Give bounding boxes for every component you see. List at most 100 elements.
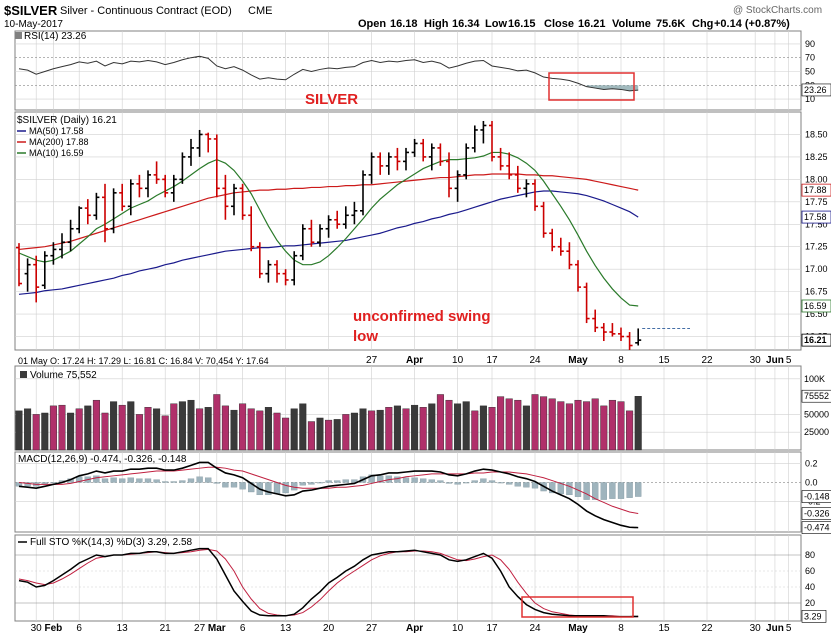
axis-layer: 907050301023.2618.5018.2518.0017.7517.50… <box>31 39 831 634</box>
volume-bar <box>454 403 462 451</box>
price-info-line: 01 May O: 17.24 H: 17.29 L: 16.81 C: 16.… <box>18 356 269 366</box>
macd-histogram-bar <box>617 482 625 499</box>
volume-bar <box>479 405 487 451</box>
macd-histogram-bar <box>325 480 332 483</box>
x-top-label: 10 <box>452 355 464 366</box>
volume-bar <box>144 407 152 451</box>
macd-histogram-bar <box>428 479 435 483</box>
macd-histogram-bar <box>531 482 539 489</box>
volume-bar <box>385 407 393 451</box>
ohlc-bar <box>360 170 366 216</box>
macd-histogram-bar <box>222 482 229 488</box>
ohlc-bar <box>24 258 31 292</box>
volume-bar <box>161 415 169 451</box>
x-top-label: 17 <box>486 355 498 366</box>
macd-histogram-bar <box>153 479 160 483</box>
rsi-title: RSI(14) 23.26 <box>15 31 87 42</box>
volume-bar <box>127 401 135 451</box>
price-tick-label: 17.25 <box>805 242 828 252</box>
volume-bar <box>557 401 565 451</box>
ohlc-bar <box>635 328 642 346</box>
ohlc-bar <box>342 206 349 229</box>
macd-histogram-bar <box>196 476 203 483</box>
macd-histogram-bar <box>162 481 169 483</box>
volume-bar <box>307 421 315 451</box>
macd-right-label: -0.148 <box>804 492 830 502</box>
rsi-tick-label: 90 <box>805 39 815 49</box>
macd-histogram-bar <box>76 476 83 483</box>
macd-signal-line <box>18 466 639 515</box>
ohlc-bar <box>76 206 83 234</box>
price-tick-label: 16.75 <box>805 287 828 297</box>
x-bottom-label: 13 <box>117 623 129 634</box>
x-bottom-label: 6 <box>76 623 82 634</box>
ohlc-bar <box>592 309 599 333</box>
x-bottom-label: 27 <box>366 623 378 634</box>
x-bottom-label: 6 <box>240 623 246 634</box>
watermark: @ StockCharts.com <box>733 5 822 16</box>
rsi-layer <box>18 55 639 92</box>
ohlc-bar <box>222 174 229 220</box>
macd-histogram-bar <box>488 480 496 483</box>
price-title-text: $SILVER (Daily) 16.21 <box>17 115 117 126</box>
volume-layer <box>15 394 642 451</box>
volume-bar <box>316 417 324 451</box>
volume-bar <box>135 414 143 451</box>
volume-bar <box>462 401 470 451</box>
x-bottom-label: Jun <box>766 623 784 634</box>
macd-histogram-bar <box>308 482 315 485</box>
volume-bar <box>574 399 582 451</box>
ohlc-bar <box>325 215 332 238</box>
ohlc-bar <box>566 242 573 270</box>
macd-histogram-bar <box>471 480 478 483</box>
price-tick-label: 18.50 <box>805 129 828 139</box>
volume-bar <box>170 403 178 451</box>
volume-bar <box>505 398 513 451</box>
x-bottom-label: 5 <box>786 623 792 634</box>
volume-bar <box>350 412 358 451</box>
rsi-line <box>18 55 639 92</box>
ohlc-bar <box>523 179 530 198</box>
annotation-silver: SILVER <box>305 91 358 108</box>
ohlc-bar <box>170 174 177 202</box>
ohlc-bar <box>532 179 538 211</box>
header-symbol: $SILVER <box>4 3 58 18</box>
macd-histogram-bar <box>119 478 126 483</box>
panel-frame-rsi <box>14 30 802 111</box>
ma50-right-badge <box>801 210 831 224</box>
ohlc-bar <box>308 219 315 247</box>
ohlc-bar <box>179 152 186 184</box>
macd-histogram-bar <box>394 476 401 483</box>
ma10-right-label: 16.59 <box>804 301 827 311</box>
panel-frames <box>14 30 802 622</box>
macd-histogram-bar <box>506 482 513 485</box>
ma200-line <box>18 173 639 251</box>
ohlc-low-value: 16.15 <box>508 18 536 30</box>
volume-bar <box>247 408 255 451</box>
x-bottom-label: Apr <box>406 623 423 634</box>
macd-histogram-bar <box>316 482 324 484</box>
macd-histogram-bar <box>170 481 177 483</box>
ohlc-bar <box>385 152 392 175</box>
macd-histogram-bar <box>480 478 487 483</box>
ohlc-bar <box>317 224 323 247</box>
macd-histogram-bar <box>583 482 590 500</box>
x-bottom-label: 13 <box>280 623 292 634</box>
macd-histogram-bar <box>239 482 246 490</box>
volume-bar <box>41 412 49 451</box>
rsi-tick-label: 10 <box>805 94 815 104</box>
macd-histogram-bar <box>299 482 306 486</box>
volume-bar <box>230 409 238 451</box>
ohlc-bar <box>84 199 91 225</box>
ohlc-bar <box>403 147 409 171</box>
volume-bar <box>445 399 453 451</box>
ma10-line <box>18 151 639 307</box>
volume-bar <box>565 403 573 451</box>
vol-tick-label: 25000 <box>804 427 829 437</box>
macd-histogram-bar <box>463 482 470 484</box>
macd-histogram-bar <box>101 478 109 483</box>
macd-histogram-bar <box>566 482 573 496</box>
macd-histogram-bar <box>179 480 186 483</box>
x-bottom-label: 15 <box>658 623 670 634</box>
